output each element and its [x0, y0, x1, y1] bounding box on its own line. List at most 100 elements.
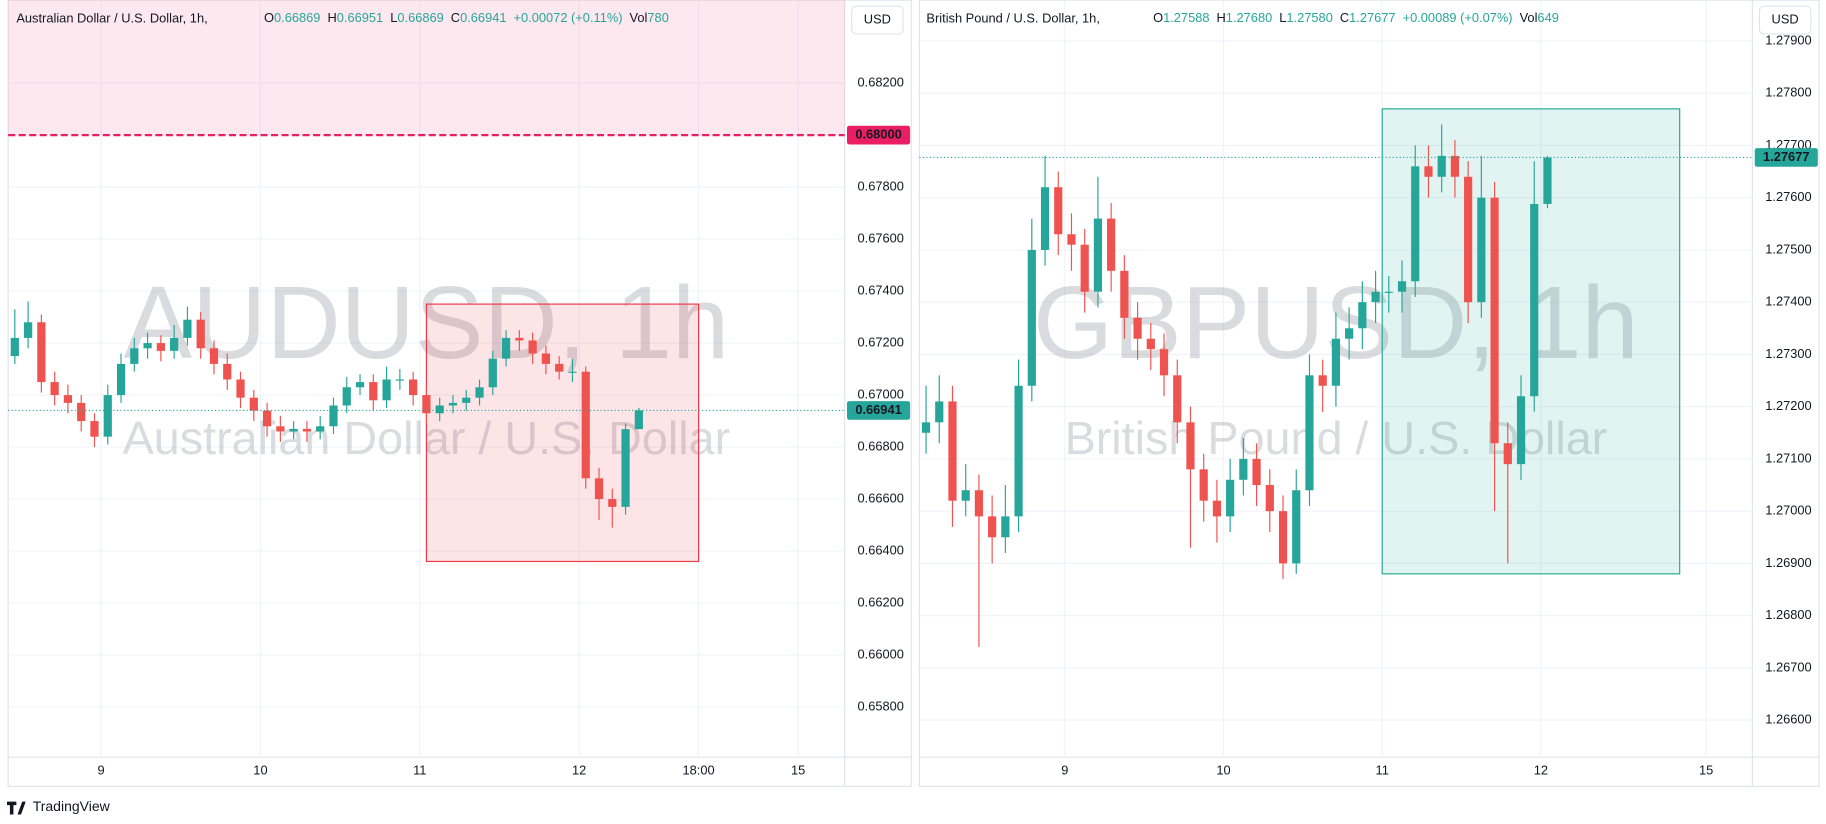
- x-tick-label: 11: [413, 763, 426, 778]
- candle-body: [1199, 469, 1208, 501]
- candle-body: [1397, 281, 1407, 292]
- candle-body: [1173, 375, 1182, 423]
- candle-body: [1318, 375, 1327, 386]
- candle-body: [462, 397, 471, 403]
- legend-value: 1.27580: [1286, 10, 1332, 25]
- y-tick-label: 1.27900: [1765, 32, 1811, 47]
- candle-body: [1305, 375, 1314, 491]
- candle-body: [196, 319, 205, 349]
- candle-body: [316, 426, 325, 432]
- candle-body: [1252, 458, 1261, 486]
- zone-rectangle: [425, 303, 700, 563]
- candle-body: [183, 319, 192, 338]
- chart-title: British Pound / U.S. Dollar, 1h,: [926, 10, 1099, 25]
- chart-title: Australian Dollar / U.S. Dollar, 1h,: [16, 10, 207, 25]
- y-tick-label: 1.26900: [1765, 555, 1811, 570]
- y-tick-label: 1.27300: [1765, 346, 1811, 361]
- candle-body: [1503, 443, 1512, 465]
- candle-body: [448, 402, 458, 406]
- last-price-box: [1754, 148, 1818, 167]
- candle-body: [1159, 349, 1169, 376]
- y-tick-label: 0.66000: [858, 646, 904, 661]
- candle-body: [422, 395, 431, 414]
- y-tick-label: 1.27800: [1765, 85, 1811, 100]
- candle-body: [289, 428, 298, 432]
- logo: TradingView: [7, 798, 111, 815]
- panel-frame: [918, 0, 1820, 788]
- y-tick-label: 1.26600: [1765, 712, 1811, 727]
- x-tick-label: 15: [1699, 763, 1713, 778]
- last-price-label: 0.66941: [855, 402, 901, 417]
- candle-body: [541, 353, 551, 364]
- candle-body: [143, 343, 152, 349]
- candle-body: [1464, 176, 1473, 303]
- candle-body: [1292, 490, 1301, 564]
- currency-label[interactable]: USD: [1772, 11, 1799, 26]
- legend-key: L: [1279, 10, 1286, 25]
- y-tick-label: 0.67400: [858, 282, 904, 297]
- candle-body: [1054, 187, 1063, 235]
- candle-body: [1384, 291, 1393, 293]
- candle-body: [1437, 155, 1446, 177]
- candle-body: [103, 395, 112, 437]
- volume-value: 780: [647, 10, 668, 25]
- candle-body: [568, 371, 577, 373]
- x-tick-label: 10: [1216, 763, 1230, 778]
- candle-body: [276, 426, 285, 432]
- candle-body: [1345, 328, 1354, 339]
- candle-body: [249, 397, 258, 411]
- candle-body: [1067, 234, 1076, 245]
- legend-value: 1.27680: [1226, 10, 1272, 25]
- candle-body: [475, 387, 484, 398]
- candle-body: [23, 322, 33, 338]
- candle-body: [1212, 500, 1222, 517]
- currency-button[interactable]: [851, 5, 904, 35]
- y-tick-label: 0.68200: [858, 75, 904, 90]
- level-zone: [8, 0, 845, 136]
- name-watermark: British Pound / U.S. Dollar: [1065, 412, 1608, 464]
- candle-body: [1133, 317, 1142, 339]
- candle-body: [170, 337, 179, 351]
- y-tick-label: 0.67200: [858, 334, 904, 349]
- candle-body: [10, 337, 19, 357]
- legend-value: 0.66869: [274, 10, 320, 25]
- candle-body: [130, 348, 139, 364]
- candle-body: [1146, 338, 1155, 350]
- y-tick-label: 1.26700: [1765, 659, 1811, 674]
- legend-key: C: [1340, 10, 1349, 25]
- legend-key: L: [390, 10, 397, 25]
- currency-button[interactable]: [1758, 5, 1812, 35]
- x-tick-label: 18:00: [683, 763, 715, 778]
- y-tick-label: 0.66600: [858, 490, 904, 505]
- x-tick-label: 15: [791, 763, 805, 778]
- candle-body: [1411, 166, 1420, 282]
- candle-body: [1490, 197, 1499, 444]
- legend-value: 1.27677: [1349, 10, 1395, 25]
- candle-body: [1477, 197, 1486, 303]
- candle-body: [369, 382, 378, 401]
- y-tick-label: 1.27600: [1765, 189, 1811, 204]
- y-tick-label: 0.66400: [858, 542, 904, 557]
- logo-icon: [7, 801, 26, 815]
- legend-change: +0.00089 (+0.07%): [1403, 10, 1513, 25]
- currency-label[interactable]: USD: [864, 11, 891, 26]
- candle-body: [50, 382, 59, 396]
- legend-change: +0.00072 (+0.11%): [514, 10, 623, 25]
- y-tick-label: 1.27100: [1765, 450, 1811, 465]
- legend-key: H: [1217, 10, 1226, 25]
- candle-body: [961, 490, 970, 501]
- candle-body: [1040, 187, 1050, 250]
- volume-value: 649: [1537, 10, 1558, 25]
- brand-name[interactable]: TradingView: [33, 798, 111, 814]
- candle-body: [262, 410, 272, 427]
- candle-body: [302, 428, 312, 432]
- candle-body: [1027, 249, 1036, 386]
- candle-body: [395, 379, 404, 381]
- y-tick-label: 1.27700: [1765, 137, 1811, 152]
- volume-key: Vol: [630, 10, 648, 25]
- candle-body: [236, 379, 245, 398]
- candle-body: [1543, 157, 1552, 204]
- candle-body: [1226, 479, 1235, 517]
- candle-body: [63, 395, 73, 403]
